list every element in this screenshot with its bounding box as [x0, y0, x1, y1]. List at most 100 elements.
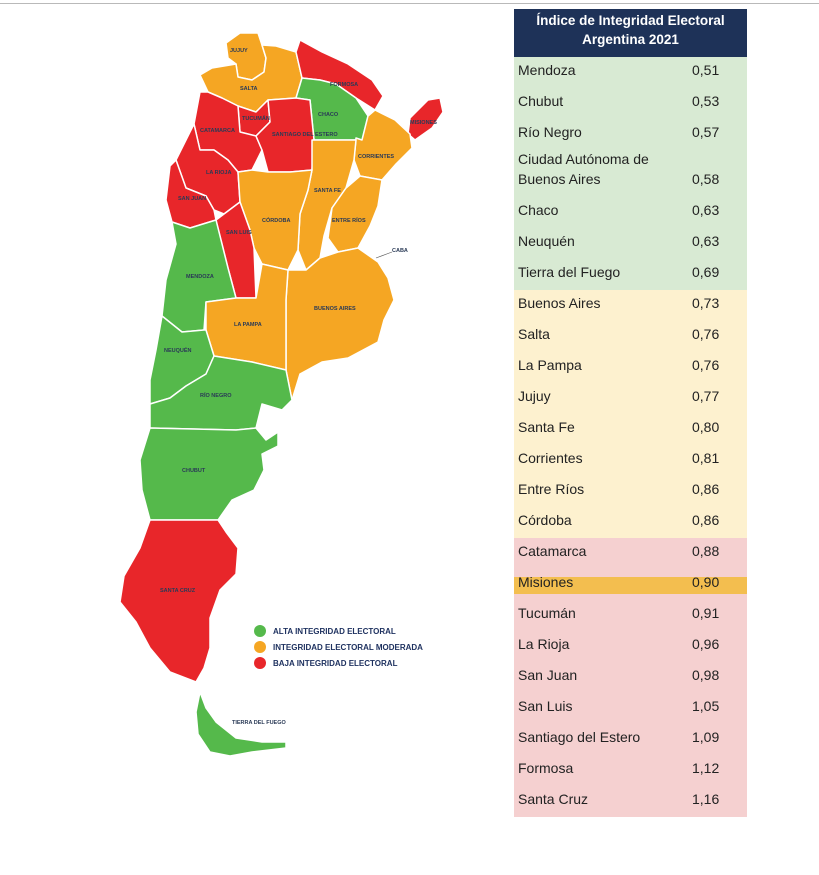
province-name-cell: La Pampa: [518, 357, 582, 373]
map-label-rio-negro: RÍO NEGRO: [200, 391, 232, 399]
table-row: Misiones 0,90: [514, 569, 747, 600]
table-row: San Luis 1,05: [514, 693, 747, 724]
province-name-cell: Chubut: [518, 93, 564, 109]
map-label-salta: SALTA: [240, 86, 258, 92]
province-name-cell: Tucumán: [518, 605, 576, 621]
map-label-misiones: MISIONES: [410, 120, 437, 126]
map-label-santa-cruz: SANTA CRUZ: [160, 588, 196, 594]
map-label-san-juan: SAN JUAN: [178, 196, 206, 202]
table-row: La Rioja 0,96: [514, 631, 747, 662]
province-buenos-aires[interactable]: [285, 247, 395, 401]
table-title-line1: Índice de Integridad Electoral: [536, 13, 725, 28]
index-value-cell: 1,09: [692, 729, 720, 745]
legend-label-alta: ALTA INTEGRIDAD ELECTORAL: [273, 626, 396, 636]
province-name-cell: Santiago del Estero: [518, 729, 641, 745]
map-legend: ALTA INTEGRIDAD ELECTORAL INTEGRIDAD ELE…: [254, 623, 423, 671]
map-label-tierra-del-fuego: TIERRA DEL FUEGO: [232, 720, 287, 726]
table-row: Chaco 0,63: [514, 197, 747, 228]
table-row: Catamarca 0,88: [514, 538, 747, 569]
table-row: La Pampa 0,76: [514, 352, 747, 383]
province-chubut[interactable]: [139, 427, 279, 521]
province-misiones[interactable]: [407, 97, 444, 141]
map-label-santa-fe: SANTA FE: [314, 188, 341, 194]
province-san-juan[interactable]: [165, 159, 217, 229]
index-value-cell: 0,91: [692, 605, 720, 621]
map-label-san-luis: SAN LUIS: [226, 230, 252, 236]
caba-leader-line: [375, 251, 393, 259]
index-value-cell: 0,63: [692, 202, 720, 218]
index-value-cell: 0,81: [692, 450, 720, 466]
map-label-mendoza: MENDOZA: [186, 274, 214, 280]
table-row: Buenos Aires 0,73: [514, 290, 747, 321]
top-divider: [0, 3, 819, 4]
table-row: Santa Fe 0,80: [514, 414, 747, 445]
province-name-cell: Catamarca: [518, 543, 587, 559]
province-name-cell: Ciudad Autónoma de Buenos Aires: [518, 151, 649, 187]
index-value-cell: 0,76: [692, 357, 720, 373]
table-row: Tucumán 0,91: [514, 600, 747, 631]
province-corrientes[interactable]: [353, 109, 413, 181]
table-title-line2: Argentina 2021: [582, 32, 679, 47]
map-label-jujuy: JUJUY: [230, 48, 248, 54]
legend-label-moderada: INTEGRIDAD ELECTORAL MODERADA: [273, 642, 423, 652]
province-santa-cruz[interactable]: [119, 519, 239, 683]
map-label-formosa: FORMOSA: [330, 82, 358, 88]
province-name-cell: Misiones: [518, 574, 574, 590]
table-row: Río Negro 0,57: [514, 119, 747, 150]
table-row: Córdoba 0,86: [514, 507, 747, 538]
map-label-neuquen: NEUQUÉN: [164, 346, 192, 354]
province-tierra-del-fuego[interactable]: [195, 691, 287, 757]
table-row: Santiago del Estero 1,09: [514, 724, 747, 755]
province-name-cell: Formosa: [518, 760, 574, 776]
province-name-cell: Jujuy: [518, 388, 551, 404]
index-value-cell: 0,69: [692, 264, 720, 280]
legend-swatch-moderada: [254, 641, 266, 653]
table-row: San Juan 0,98: [514, 662, 747, 693]
index-value-cell: 1,16: [692, 791, 720, 807]
table-row: Mendoza 0,51: [514, 57, 747, 88]
map-label-tucuman: TUCUMÁN: [242, 115, 270, 122]
index-value-cell: 1,05: [692, 698, 720, 714]
index-value-cell: 0,51: [692, 62, 720, 78]
legend-item-baja: BAJA INTEGRIDAD ELECTORAL: [254, 655, 423, 671]
table-row: Tierra del Fuego 0,69: [514, 259, 747, 290]
map-label-caba: CABA: [392, 248, 408, 254]
province-entre-rios[interactable]: [327, 175, 383, 253]
index-value-cell: 0,53: [692, 93, 720, 109]
argentina-map: JUJUY SALTA FORMOSA CHACO MISIONES TUCUM…: [119, 32, 444, 757]
table-row: Salta 0,76: [514, 321, 747, 352]
province-name-cell: Santa Cruz: [518, 791, 589, 807]
province-name-cell: Chaco: [518, 202, 559, 218]
index-value-cell: 0,63: [692, 233, 720, 249]
table-row: Corrientes 0,81: [514, 445, 747, 476]
table-row: Formosa 1,12: [514, 755, 747, 786]
index-value-cell: 0,77: [692, 388, 720, 404]
table-row: Chubut 0,53: [514, 88, 747, 119]
table-row: Neuquén 0,63: [514, 228, 747, 259]
province-name-cell: Santa Fe: [518, 419, 575, 435]
index-value-cell: 0,76: [692, 326, 720, 342]
legend-label-baja: BAJA INTEGRIDAD ELECTORAL: [273, 658, 398, 668]
map-label-corrientes: CORRIENTES: [358, 154, 394, 160]
index-value-cell: 0,86: [692, 512, 720, 528]
table-header: Índice de Integridad Electoral Argentina…: [514, 9, 747, 57]
province-name-cell: Mendoza: [518, 62, 576, 78]
index-value-cell: 0,98: [692, 667, 720, 683]
index-value-cell: 0,88: [692, 543, 720, 559]
province-name-cell: San Luis: [518, 698, 573, 714]
province-name-cell: Corrientes: [518, 450, 583, 466]
province-name-cell: Buenos Aires: [518, 295, 601, 311]
index-value-cell: 1,12: [692, 760, 720, 776]
province-name-cell: Neuquén: [518, 233, 575, 249]
map-label-cordoba: CÓRDOBA: [262, 216, 290, 224]
index-value-cell: 0,73: [692, 295, 720, 311]
index-value-cell: 0,86: [692, 481, 720, 497]
map-label-entre-rios: ENTRE RÍOS: [332, 216, 366, 224]
map-label-chaco: CHACO: [318, 112, 339, 118]
table-body: Mendoza 0,51 Chubut 0,53 Río Negro 0,57 Ciudad…: [514, 57, 747, 817]
legend-item-moderada: INTEGRIDAD ELECTORAL MODERADA: [254, 639, 423, 655]
index-value-cell: 0,96: [692, 636, 720, 652]
table-row: Jujuy 0,77: [514, 383, 747, 414]
index-value-cell: 0,58: [692, 171, 720, 187]
legend-swatch-baja: [254, 657, 266, 669]
